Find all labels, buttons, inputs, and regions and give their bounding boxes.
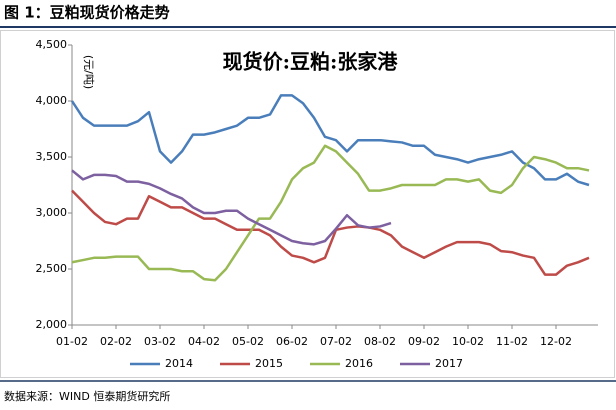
x-tick-label: 05-02 bbox=[232, 335, 264, 348]
x-tick-label: 11-02 bbox=[496, 335, 528, 348]
x-tick-label: 12-02 bbox=[540, 335, 572, 348]
series-line bbox=[70, 94, 590, 187]
x-tick-label: 06-02 bbox=[276, 335, 308, 348]
y-tick-label: 4,500 bbox=[36, 38, 68, 51]
x-tick-label: 01-02 bbox=[56, 335, 88, 348]
y-axis-label: (元/吨) bbox=[82, 55, 95, 89]
y-tick-label: 4,000 bbox=[36, 94, 68, 107]
header: 图 1：豆粕现货价格走势 bbox=[4, 4, 170, 22]
x-tick-label: 07-02 bbox=[320, 335, 352, 348]
legend-label: 2015 bbox=[255, 357, 283, 370]
x-tick-label: 03-02 bbox=[144, 335, 176, 348]
x-tick-label: 04-02 bbox=[188, 335, 220, 348]
y-tick-label: 2,000 bbox=[36, 318, 68, 331]
legend-label: 2016 bbox=[345, 357, 373, 370]
series-line bbox=[71, 169, 392, 246]
x-tick-label: 02-02 bbox=[100, 335, 132, 348]
series-line bbox=[71, 189, 590, 276]
series-line bbox=[71, 144, 590, 282]
chart-frame bbox=[0, 30, 615, 378]
legend-label: 2017 bbox=[435, 357, 463, 370]
y-tick-label: 2,500 bbox=[36, 262, 68, 275]
source: 数据来源：WIND 恒泰期货研究所 bbox=[4, 389, 170, 403]
chart-title: 现货价:豆粕:张家港 bbox=[223, 50, 399, 74]
y-tick-label: 3,000 bbox=[36, 206, 68, 219]
legend-label: 2014 bbox=[165, 357, 193, 370]
x-tick-label: 08-02 bbox=[364, 335, 396, 348]
x-tick-label: 09-02 bbox=[408, 335, 440, 348]
x-tick-label: 10-02 bbox=[452, 335, 484, 348]
y-tick-label: 3,500 bbox=[36, 150, 68, 163]
